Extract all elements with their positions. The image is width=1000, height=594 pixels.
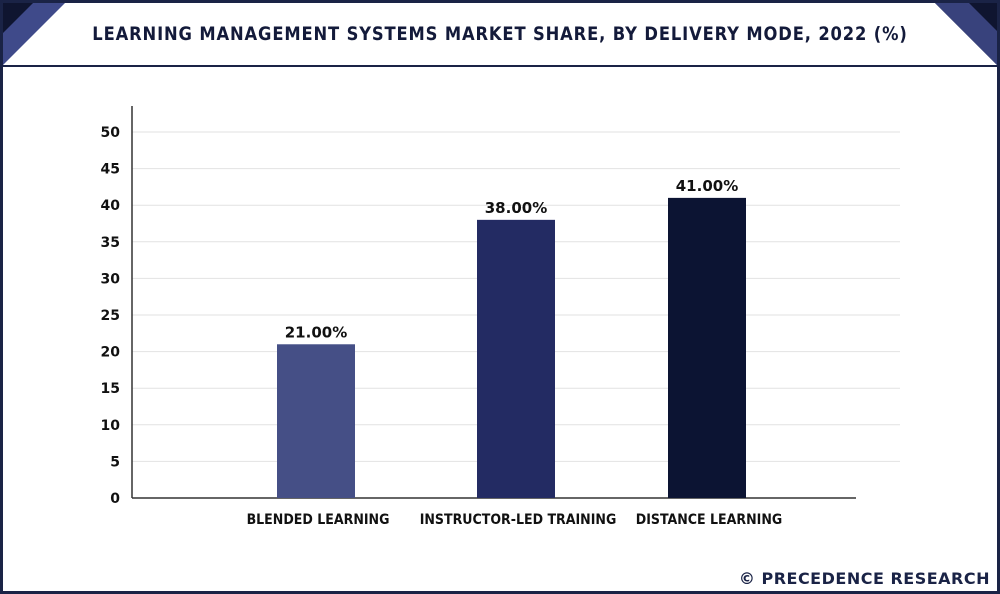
title-band: LEARNING MANAGEMENT SYSTEMS MARKET SHARE… bbox=[3, 3, 997, 67]
y-tick-label: 15 bbox=[101, 381, 120, 397]
y-tick-label: 5 bbox=[110, 454, 120, 470]
y-tick-label: 20 bbox=[101, 345, 121, 361]
x-category-label: DISTANCE LEARNING bbox=[636, 512, 782, 528]
corner-decoration-left bbox=[3, 3, 65, 65]
y-tick-label: 50 bbox=[101, 125, 121, 141]
watermark: © PRECEDENCE RESEARCH bbox=[738, 569, 990, 588]
corner-decoration-right bbox=[935, 3, 997, 65]
chart-title: LEARNING MANAGEMENT SYSTEMS MARKET SHARE… bbox=[92, 23, 908, 45]
y-tick-label: 0 bbox=[110, 491, 120, 507]
bar bbox=[477, 219, 555, 498]
y-tick-label: 45 bbox=[101, 162, 120, 178]
x-category-label: BLENDED LEARNING bbox=[247, 512, 390, 528]
x-category-label: INSTRUCTOR-LED TRAINING bbox=[420, 512, 617, 528]
bar-data-label: 21.00% bbox=[285, 323, 347, 341]
y-tick-label: 40 bbox=[101, 198, 121, 214]
bar-data-label: 41.00% bbox=[676, 177, 738, 195]
bar bbox=[277, 344, 355, 498]
bar-data-label: 38.00% bbox=[485, 199, 547, 217]
y-tick-label: 30 bbox=[101, 271, 121, 287]
y-tick-label: 10 bbox=[101, 418, 121, 434]
y-tick-label: 25 bbox=[101, 308, 120, 324]
bar bbox=[668, 197, 746, 498]
y-tick-label: 35 bbox=[101, 235, 120, 251]
